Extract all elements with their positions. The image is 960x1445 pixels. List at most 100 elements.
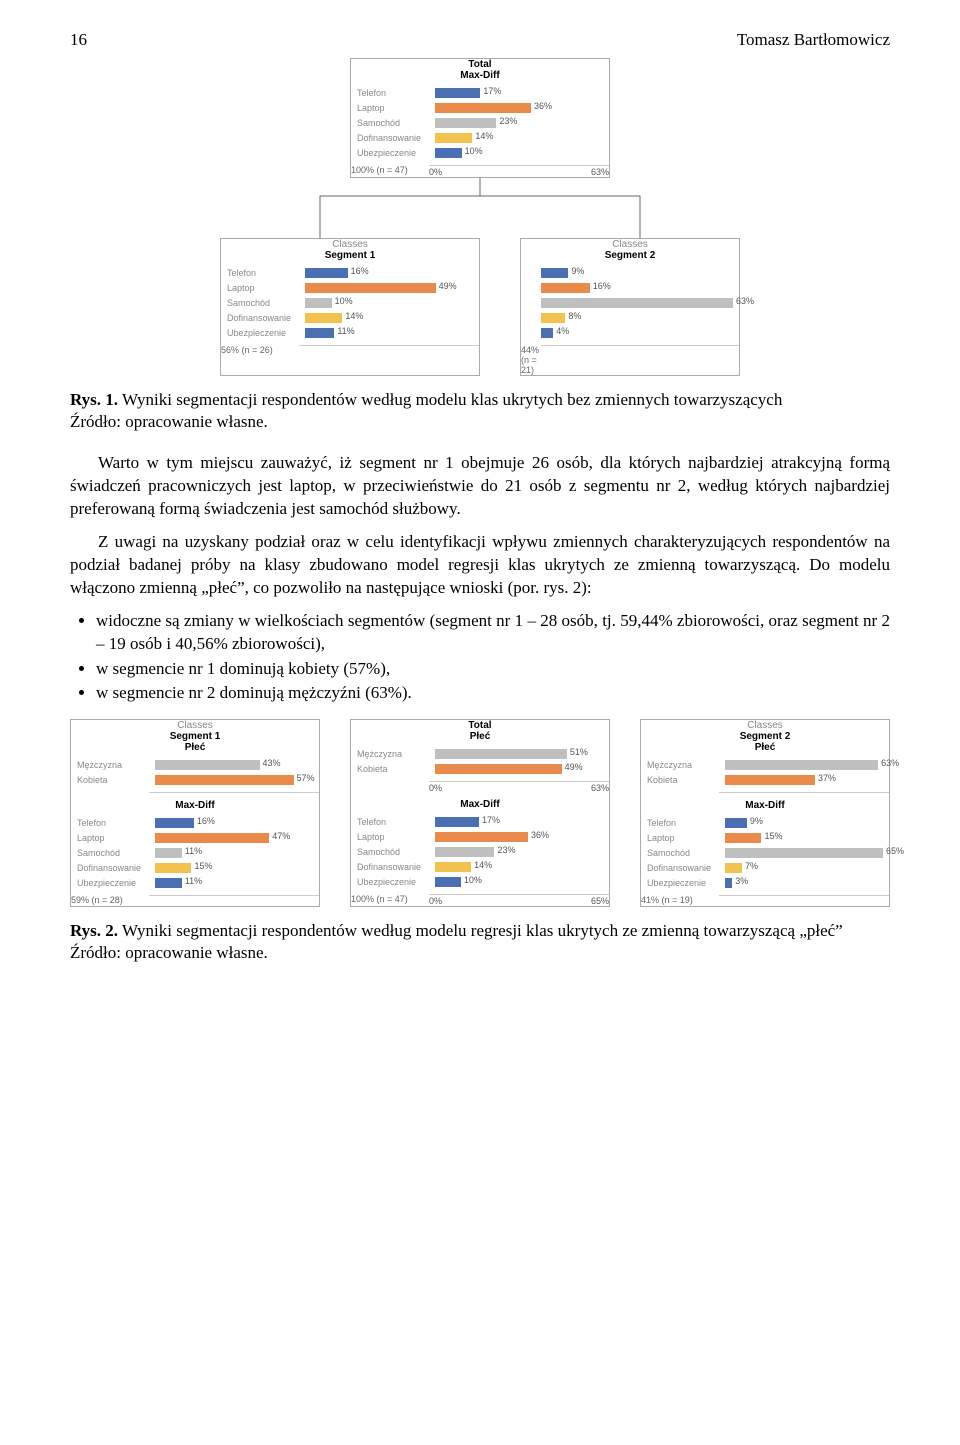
bar-row: Laptop36% <box>357 830 603 844</box>
bar-label: Telefon <box>357 817 435 827</box>
fig2-seg2-panel: Classes Segment 2 Płeć Mężczyzna63%Kobie… <box>640 719 890 907</box>
bar-pct: 47% <box>272 831 290 841</box>
bar-pct: 10% <box>464 875 482 885</box>
bar-fill <box>541 313 565 323</box>
bar-row: Dofinansowanie14% <box>357 131 603 145</box>
fig2-total-plec-axis: 0% 63% <box>429 781 609 793</box>
fig1-caption-text: Wyniki segmentacji respondentów według m… <box>118 390 782 409</box>
fig2-total-md-bars: Telefon 17% Laptop36%Samochód23% Dofinansow… <box>351 810 609 892</box>
bar-row: Telefon16% <box>77 816 313 830</box>
bar-track: 65% <box>725 847 883 859</box>
bar-fill <box>435 118 496 128</box>
fig2-seg1-footer: 59% (n = 28) <box>71 895 149 905</box>
bar-track: 23% <box>435 846 603 858</box>
bar-row: Telefon 16% <box>227 266 473 280</box>
axis-max: 63% <box>591 783 609 793</box>
bar-pct: 23% <box>499 116 517 126</box>
bar-track: 49% <box>435 763 603 775</box>
fig1-seg1-footer: 56% (n = 26) <box>221 345 299 355</box>
bar-label: Telefon <box>227 268 305 278</box>
fig2-seg1-classes: Classes <box>71 720 319 731</box>
bar-track: 9% <box>725 817 883 829</box>
bar-fill <box>725 818 747 828</box>
bar-pct: 10% <box>335 296 353 306</box>
bar-pct: 16% <box>351 266 369 276</box>
bar-fill <box>155 760 260 770</box>
fig1-total-title1: Total <box>351 59 609 70</box>
bar-pct: 8% <box>568 311 581 321</box>
bar-row: Kobieta37% <box>647 773 883 787</box>
bar-track: 37% <box>725 774 883 786</box>
fig2-caption-text: Wyniki segmentacji respondentów według m… <box>118 921 843 940</box>
fig1-total-bars: Telefon17%Laptop36%Samochód23%Dofinansow… <box>351 81 609 163</box>
fig1-total-footer: 100% (n = 47) <box>351 165 429 177</box>
bar-row: Mężczyzna51% <box>357 747 603 761</box>
bar-pct: 15% <box>764 831 782 841</box>
bar-row: Mężczyzna63% <box>647 758 883 772</box>
bar-pct: 43% <box>263 758 281 768</box>
fig2-seg2-title: Segment 2 <box>641 731 889 742</box>
bar-fill <box>435 148 462 158</box>
fig1-seg2-classes: Classes <box>521 239 739 250</box>
bar-row: Telefon17% <box>357 86 603 100</box>
bar-row: Samochód23% <box>357 116 603 130</box>
bar-track: 10% <box>435 876 603 888</box>
body-p2: Z uwagi na uzyskany podział oraz w celu … <box>70 531 890 600</box>
bar-track: 16% <box>305 267 473 279</box>
bar-track: 3% <box>725 877 883 889</box>
bar-fill <box>725 878 732 888</box>
body-p1: Warto w tym miejscu zauważyć, iż segment… <box>70 452 890 521</box>
bar-row: Ubezpieczenie10% <box>357 875 603 889</box>
axis-min: 0% <box>429 896 442 906</box>
bar-row: Ubezpieczenie3% <box>647 876 883 890</box>
bar-label: Samochód <box>77 848 155 858</box>
bar-label: Ubezpieczenie <box>227 328 305 338</box>
bar-row: 16% <box>527 281 733 295</box>
bar-pct: 57% <box>297 773 315 783</box>
bar-track: 10% <box>435 147 603 159</box>
bar-track: 63% <box>725 759 883 771</box>
fig2-seg2-plec-bars: Mężczyzna63%Kobieta37% <box>641 753 889 790</box>
bar-track: 17% <box>435 816 603 828</box>
bar-label: Ubezpieczenie <box>647 878 725 888</box>
bar-pct: 63% <box>736 296 754 306</box>
fig1-seg1-title: Segment 1 <box>221 250 479 261</box>
bar-label: Dofinansowanie <box>357 862 435 872</box>
fig1-seg2-panel: Classes Segment 2 9%16%63%8%4% 44% (n = … <box>520 238 740 376</box>
bar-pct: 17% <box>482 815 500 825</box>
bar-pct: 11% <box>185 846 202 856</box>
bar-row: Kobieta57% <box>77 773 313 787</box>
fig1-source: Źródło: opracowanie własne. <box>70 412 890 432</box>
bar-label: Kobieta <box>647 775 725 785</box>
bar-row: Dofinansowanie15% <box>77 861 313 875</box>
bar-row: 63% <box>527 296 733 310</box>
bar-pct: 49% <box>439 281 457 291</box>
bar-row: Laptop 47% <box>77 831 313 845</box>
bar-fill <box>725 775 815 785</box>
bar-label: Laptop <box>77 833 155 843</box>
bar-track: 11% <box>155 877 313 889</box>
bar-track: 63% <box>541 297 733 309</box>
bar-fill <box>155 833 269 843</box>
bar-label: Dofinansowanie <box>647 863 725 873</box>
bar-row: Telefon 17% <box>357 815 603 829</box>
bar-track: 9% <box>541 267 733 279</box>
bar-row: Samochód23% <box>357 845 603 859</box>
page-number: 16 <box>70 30 87 50</box>
bar-track: 57% <box>155 774 313 786</box>
bar-fill <box>435 862 471 872</box>
fig2-seg1-md-title: Max-Diff <box>71 800 319 811</box>
bar-pct: 14% <box>475 131 493 141</box>
bar-fill <box>155 848 182 858</box>
bar-track: 15% <box>725 832 883 844</box>
bar-fill <box>155 878 182 888</box>
bar-label: Kobieta <box>357 764 435 774</box>
bar-fill <box>541 298 733 308</box>
bar-label: Mężczyzna <box>647 760 725 770</box>
fig2-seg2-classes: Classes <box>641 720 889 731</box>
bar-row: Ubezpieczenie10% <box>357 146 603 160</box>
bar-fill <box>435 88 480 98</box>
fig2-caption: Rys. 2. Wyniki segmentacji respondentów … <box>70 921 890 941</box>
bar-fill <box>435 764 562 774</box>
bar-pct: 10% <box>465 146 483 156</box>
